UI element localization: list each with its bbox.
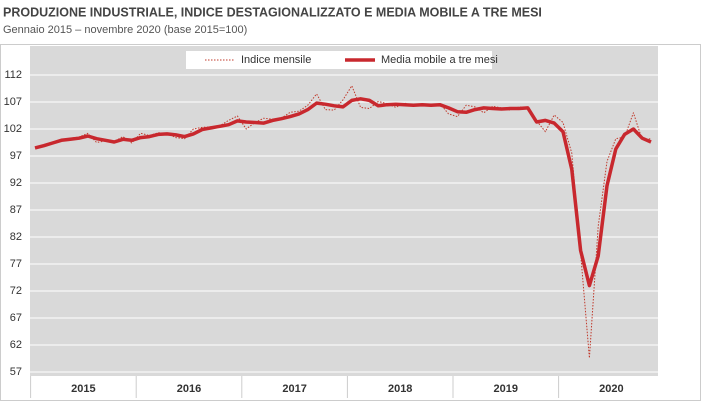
y-tick-label: 82 bbox=[10, 231, 22, 243]
series-line bbox=[34, 97, 652, 288]
chart-subtitle: Gennaio 2015 – novembre 2020 (base 2015=… bbox=[3, 24, 247, 36]
y-tick-label: 107 bbox=[4, 96, 22, 108]
chart-title: PRODUZIONE INDUSTRIALE, INDICE DESTAGION… bbox=[3, 5, 542, 19]
legend-label: Indice mensile bbox=[241, 54, 311, 66]
y-tick-label: 57 bbox=[10, 366, 22, 378]
series-line bbox=[34, 85, 652, 359]
x-tick-label: 2016 bbox=[177, 383, 201, 395]
x-tick-label: 2015 bbox=[71, 383, 95, 395]
y-tick-label: 67 bbox=[10, 312, 22, 324]
legend-label: Media mobile a tre mesi bbox=[381, 54, 498, 66]
y-tick-label: 102 bbox=[4, 123, 22, 135]
y-tick-label: 77 bbox=[10, 258, 22, 270]
x-tick-label: 2020 bbox=[599, 383, 623, 395]
y-tick-label: 62 bbox=[10, 339, 22, 351]
y-tick-label: 92 bbox=[10, 177, 22, 189]
legend-box bbox=[186, 51, 492, 69]
plot-area bbox=[30, 46, 658, 376]
y-tick-label: 72 bbox=[10, 285, 22, 297]
x-tick-label: 2019 bbox=[494, 383, 518, 395]
x-tick-label: 2018 bbox=[388, 383, 412, 395]
y-tick-label: 97 bbox=[10, 150, 22, 162]
y-tick-label: 112 bbox=[4, 69, 22, 81]
y-tick-label: 87 bbox=[10, 204, 22, 216]
x-tick-label: 2017 bbox=[282, 383, 306, 395]
